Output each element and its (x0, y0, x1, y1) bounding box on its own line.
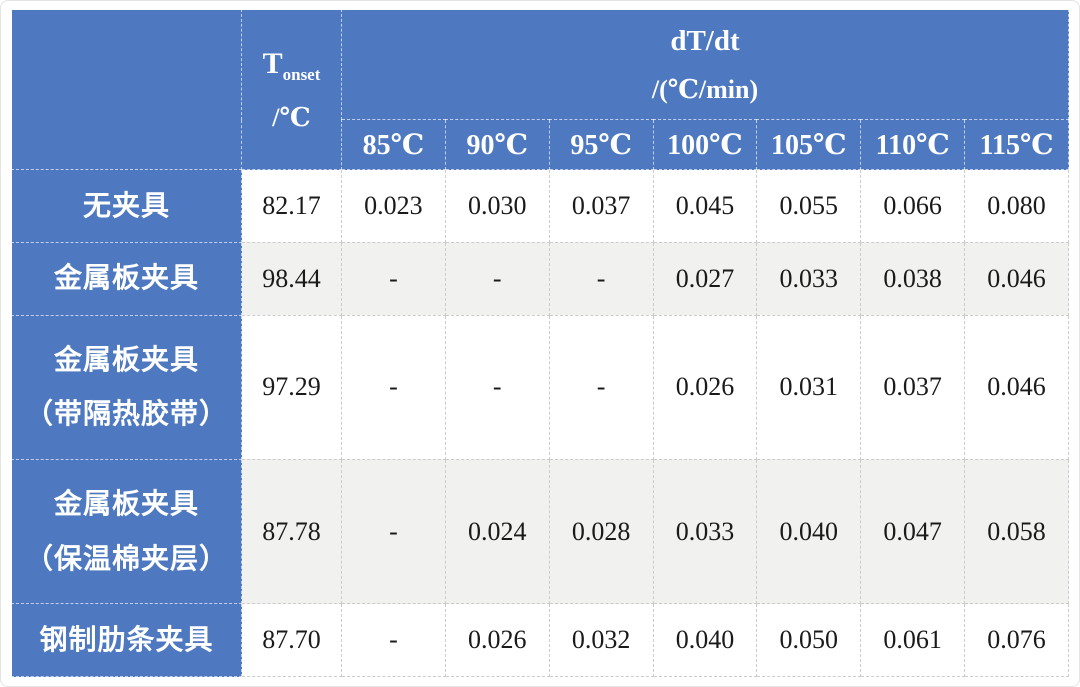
dtdt-unit: /(℃/min) (651, 74, 759, 104)
cell-value: 0.066 (860, 169, 966, 243)
temp-header-110: 110℃ (860, 119, 966, 170)
cell-value: 0.026 (444, 603, 550, 677)
corner-cell (11, 9, 242, 170)
tonset-unit: /℃ (272, 102, 311, 132)
temp-header-85: 85℃ (341, 119, 446, 170)
cell-value: 0.046 (964, 314, 1069, 460)
tonset-value: 97.29 (241, 314, 342, 460)
dtdt-group-header: dT/dt /(℃/min) (341, 9, 1069, 120)
cell-value: - (444, 241, 550, 316)
cell-value: - (548, 314, 654, 460)
cell-value: 0.047 (860, 458, 966, 605)
dtdt-title: dT/dt (670, 24, 740, 57)
cell-value: 0.050 (756, 603, 862, 677)
table-row-metal-plate: 金属板夹具 98.44 - - - 0.027 0.033 0.038 0.04… (11, 241, 1069, 316)
table-row-metal-plate-heat-tape: 金属板夹具 （带隔热胶带） 97.29 - - - 0.026 0.031 0.… (11, 314, 1069, 460)
cell-value: 0.045 (652, 169, 758, 243)
row-label-line1: 金属板夹具 (53, 487, 199, 519)
cell-value: 0.058 (964, 458, 1069, 605)
cell-value: 0.032 (548, 603, 654, 677)
tonset-value: 98.44 (241, 241, 342, 316)
row-label-line1: 金属板夹具 (53, 343, 199, 375)
cell-value: 0.055 (756, 169, 862, 243)
tonset-symbol: Tonset (242, 46, 341, 84)
cell-value: 0.046 (964, 241, 1069, 316)
row-label: 金属板夹具 (11, 241, 242, 316)
tonset-symbol-letter: T (262, 46, 283, 80)
cell-value: - (341, 241, 446, 316)
cell-value: - (548, 241, 654, 316)
temp-header-90: 90℃ (444, 119, 550, 170)
tonset-subscript: onset (282, 64, 321, 84)
tonset-value: 87.78 (241, 458, 342, 605)
row-label: 金属板夹具 （带隔热胶带） (11, 314, 242, 460)
cell-value: 0.040 (652, 603, 758, 677)
cell-value: 0.038 (860, 241, 966, 316)
cell-value: 0.026 (652, 314, 758, 460)
temp-header-115: 115℃ (964, 119, 1069, 170)
row-label: 金属板夹具 （保温棉夹层） (11, 458, 242, 605)
cell-value: 0.024 (444, 458, 550, 605)
cell-value: 0.033 (756, 241, 862, 316)
tonset-column-header: Tonset /℃ (241, 9, 342, 170)
cell-value: - (341, 458, 446, 605)
temp-header-95: 95℃ (548, 119, 654, 170)
table-row-steel-rib: 钢制肋条夹具 87.70 - 0.026 0.032 0.040 0.050 0… (11, 603, 1069, 677)
temp-header-105: 105℃ (756, 119, 862, 170)
cell-value: 0.031 (756, 314, 862, 460)
thermal-runaway-table: Tonset /℃ dT/dt /(℃/min) 85℃ 90℃ 95℃ 100… (11, 9, 1069, 677)
cell-value: - (444, 314, 550, 460)
header-group-row: Tonset /℃ dT/dt /(℃/min) (11, 9, 1069, 170)
cell-value: 0.037 (548, 169, 654, 243)
table-row-no-fixture: 无夹具 82.17 0.023 0.030 0.037 0.045 0.055 … (11, 169, 1069, 243)
cell-value: 0.080 (964, 169, 1069, 243)
row-label-line1: 无夹具 (82, 189, 170, 221)
cell-value: 0.023 (341, 169, 446, 243)
cell-value: 0.033 (652, 458, 758, 605)
cell-value: 0.040 (756, 458, 862, 605)
row-label-line1: 金属板夹具 (53, 262, 199, 294)
tonset-value: 82.17 (241, 169, 342, 243)
row-label: 无夹具 (11, 169, 242, 243)
cell-value: - (341, 603, 446, 677)
row-label: 钢制肋条夹具 (11, 603, 242, 677)
cell-value: 0.061 (860, 603, 966, 677)
cell-value: 0.028 (548, 458, 654, 605)
row-label-line1: 钢制肋条夹具 (39, 623, 214, 655)
cell-value: 0.027 (652, 241, 758, 316)
tonset-value: 87.70 (241, 603, 342, 677)
cell-value: 0.076 (964, 603, 1069, 677)
cell-value: 0.037 (860, 314, 966, 460)
cell-value: 0.030 (444, 169, 550, 243)
row-label-line2: （带隔热胶带） (24, 398, 228, 430)
temp-header-100: 100℃ (652, 119, 758, 170)
cell-value: - (341, 314, 446, 460)
temp-header-row: 85℃ 90℃ 95℃ 100℃ 105℃ 110℃ 115℃ (12, 119, 1069, 170)
row-label-line2: （保温棉夹层） (24, 542, 228, 574)
table-row-metal-plate-cotton: 金属板夹具 （保温棉夹层） 87.78 - 0.024 0.028 0.033 … (11, 458, 1069, 605)
